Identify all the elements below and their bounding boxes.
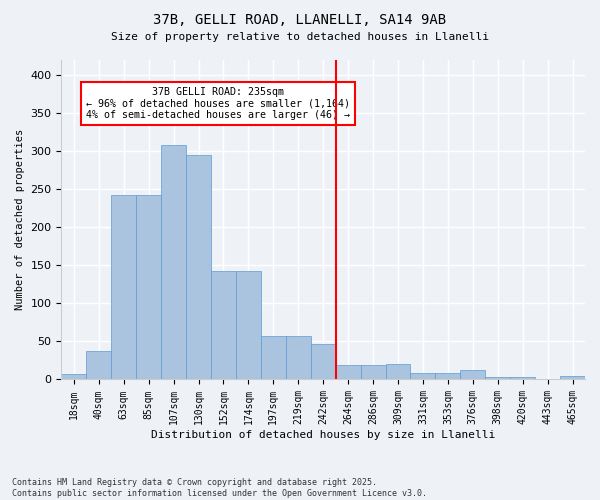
Bar (286, 336, 311, 380)
Bar (161, 145, 186, 380)
Bar (485, 377, 510, 380)
Bar (560, 376, 585, 380)
Bar (136, 194, 161, 380)
Bar (236, 270, 261, 380)
Bar (410, 374, 436, 380)
Bar (335, 365, 361, 380)
Text: Contains HM Land Registry data © Crown copyright and database right 2025.
Contai: Contains HM Land Registry data © Crown c… (12, 478, 427, 498)
X-axis label: Distribution of detached houses by size in Llanelli: Distribution of detached houses by size … (151, 430, 496, 440)
Bar (111, 194, 136, 380)
Text: 37B, GELLI ROAD, LLANELLI, SA14 9AB: 37B, GELLI ROAD, LLANELLI, SA14 9AB (154, 12, 446, 26)
Bar (361, 365, 386, 380)
Bar (211, 270, 236, 380)
Bar (436, 374, 460, 380)
Bar (510, 377, 535, 380)
Bar (186, 155, 211, 380)
Bar (311, 344, 335, 380)
Bar (61, 374, 86, 380)
Text: Size of property relative to detached houses in Llanelli: Size of property relative to detached ho… (111, 32, 489, 42)
Bar (86, 350, 111, 380)
Text: 37B GELLI ROAD: 235sqm
← 96% of detached houses are smaller (1,164)
4% of semi-d: 37B GELLI ROAD: 235sqm ← 96% of detached… (86, 86, 350, 120)
Bar (535, 378, 560, 380)
Bar (460, 370, 485, 380)
Bar (261, 336, 286, 380)
Y-axis label: Number of detached properties: Number of detached properties (15, 129, 25, 310)
Bar (386, 364, 410, 380)
